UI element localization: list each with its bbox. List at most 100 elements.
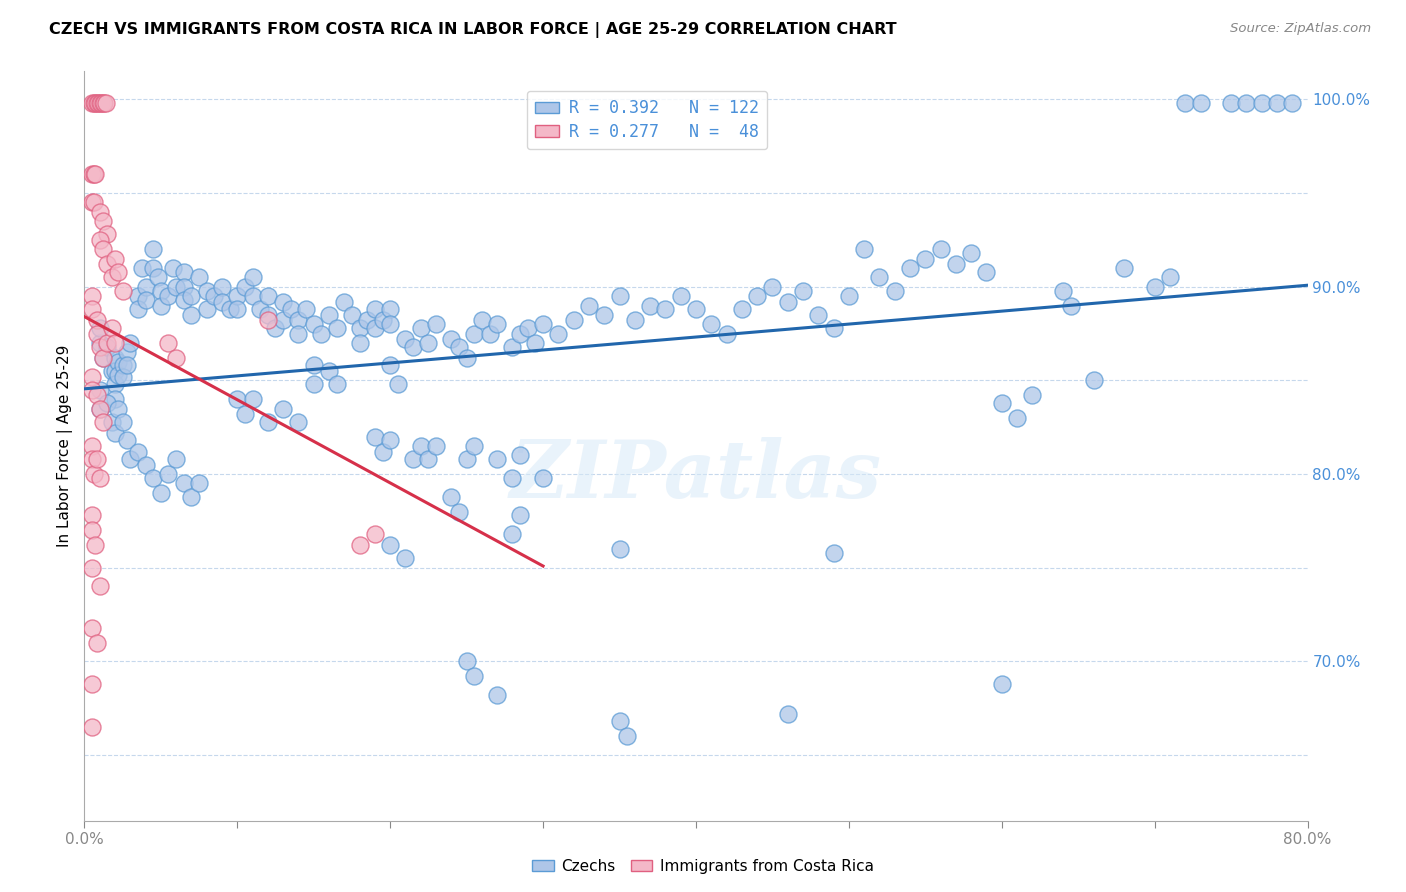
Point (302, 359, 325, 373)
Text: CZECH VS IMMIGRANTS FROM COSTA RICA IN LABOR FORCE | AGE 25-29 CORRELATION CHART: CZECH VS IMMIGRANTS FROM COSTA RICA IN L… (49, 22, 897, 38)
Point (654, 302, 676, 317)
Point (638, 298, 661, 313)
Point (80, 677, 103, 691)
Point (173, 265, 195, 279)
Point (456, 452, 478, 467)
Point (80, 96, 103, 111)
Point (89, 580, 111, 594)
Point (287, 326, 309, 341)
Point (80, 383, 103, 397)
Point (349, 321, 371, 335)
Point (104, 364, 127, 378)
Point (89, 321, 111, 335)
Point (1281, 96, 1303, 111)
Point (86, 452, 108, 467)
Point (162, 261, 184, 276)
Point (80, 195, 103, 210)
Point (486, 452, 509, 467)
Point (226, 302, 249, 317)
Point (80, 524, 103, 538)
Point (127, 289, 149, 303)
Point (89, 336, 111, 351)
Point (853, 243, 876, 257)
Point (593, 308, 616, 322)
Point (624, 313, 647, 327)
Point (531, 471, 554, 485)
Point (960, 246, 983, 260)
Point (823, 321, 845, 335)
Point (747, 289, 769, 303)
Point (311, 326, 333, 341)
Point (89, 205, 111, 219)
Point (242, 392, 264, 407)
Point (418, 336, 440, 351)
Point (101, 364, 124, 378)
Point (80, 168, 103, 182)
Point (87, 96, 110, 111)
Point (478, 326, 501, 341)
Point (188, 476, 211, 491)
Point (149, 486, 172, 500)
Point (776, 294, 799, 309)
Point (409, 321, 432, 335)
Point (509, 508, 531, 523)
Point (509, 326, 531, 341)
Point (325, 377, 347, 392)
Point (609, 289, 631, 303)
Point (364, 430, 387, 444)
Point (302, 377, 325, 392)
Point (387, 377, 409, 392)
Point (180, 289, 202, 303)
Point (157, 289, 180, 303)
Point (96, 336, 118, 351)
Point (271, 294, 294, 309)
Point (776, 706, 799, 721)
Point (807, 308, 830, 322)
Point (80, 369, 103, 384)
Point (173, 280, 195, 294)
Point (1220, 96, 1243, 111)
Point (127, 444, 149, 458)
Point (380, 318, 402, 332)
Point (115, 434, 138, 448)
Point (80, 439, 103, 453)
Point (1059, 298, 1081, 313)
Point (84, 168, 107, 182)
Point (101, 270, 124, 285)
Point (318, 364, 340, 378)
Point (264, 321, 287, 335)
Point (418, 452, 440, 467)
Point (700, 318, 723, 332)
Point (271, 313, 294, 327)
Point (463, 439, 485, 453)
Point (516, 321, 538, 335)
Point (440, 490, 463, 504)
Point (218, 302, 240, 317)
Point (86, 636, 108, 650)
Point (83, 96, 105, 111)
Point (80, 720, 103, 734)
Point (380, 434, 402, 448)
Point (135, 280, 157, 294)
Point (111, 415, 134, 429)
Point (211, 280, 233, 294)
Point (83, 467, 105, 482)
Point (349, 336, 371, 351)
Point (84, 96, 107, 111)
Point (142, 261, 165, 276)
Point (165, 351, 187, 365)
Point (1114, 261, 1136, 276)
Point (486, 688, 509, 702)
Point (84, 538, 107, 552)
Point (195, 302, 218, 317)
Point (731, 302, 754, 317)
Point (883, 284, 905, 298)
Point (380, 359, 402, 373)
Point (609, 542, 631, 557)
Point (91, 351, 114, 365)
Point (142, 243, 165, 257)
Legend: Czechs, Immigrants from Costa Rica: Czechs, Immigrants from Costa Rica (526, 853, 880, 880)
Point (111, 359, 134, 373)
Point (104, 336, 127, 351)
Point (120, 452, 142, 467)
